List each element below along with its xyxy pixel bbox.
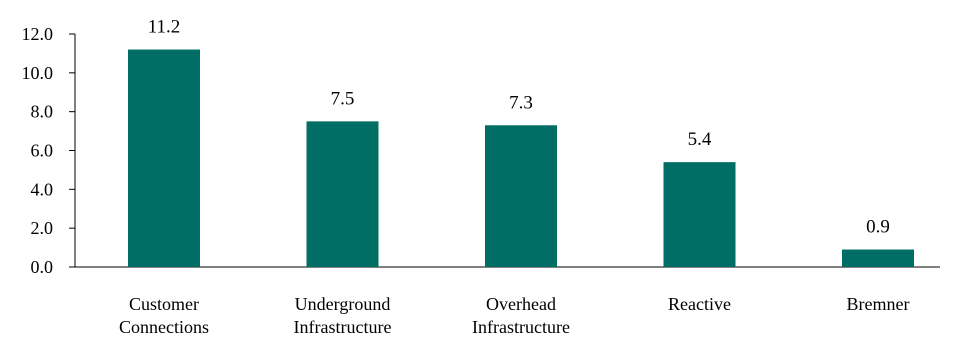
category-labels: Customer Connections Underground Infrastruc… <box>119 294 909 337</box>
bar <box>663 162 736 267</box>
data-label: 0.9 <box>866 217 890 238</box>
x-tick-label: Customer <box>129 294 199 314</box>
value-labels: 11.2 7.5 7.3 5.4 0.9 <box>148 17 890 238</box>
bar <box>485 125 557 267</box>
bar <box>842 249 914 267</box>
y-tick-label: 12.0 <box>22 24 54 44</box>
y-tick-label: 4.0 <box>31 179 54 199</box>
x-tick-label: Reactive <box>668 294 731 314</box>
data-label: 7.3 <box>509 92 533 113</box>
y-axis: 0.0 2.0 4.0 6.0 8.0 10.0 12.0 <box>22 24 76 277</box>
y-tick-label: 0.0 <box>31 257 54 277</box>
bar <box>306 121 379 267</box>
bar <box>128 49 200 268</box>
y-tick-label: 6.0 <box>31 141 54 161</box>
x-tick-label: Underground <box>295 294 391 314</box>
x-tick-label: Overhead <box>486 294 556 314</box>
y-tick-label: 2.0 <box>31 218 54 238</box>
y-tick-label: 8.0 <box>31 102 54 122</box>
bars <box>128 49 914 268</box>
data-label: 7.5 <box>331 88 355 109</box>
x-tick-label: Bremner <box>847 294 910 314</box>
x-tick-label: Infrastructure <box>294 317 392 337</box>
y-tick-label: 10.0 <box>22 63 54 83</box>
x-tick-label: Infrastructure <box>472 317 570 337</box>
data-label: 5.4 <box>688 129 712 150</box>
data-label: 11.2 <box>148 17 181 38</box>
x-tick-label: Connections <box>119 317 209 337</box>
